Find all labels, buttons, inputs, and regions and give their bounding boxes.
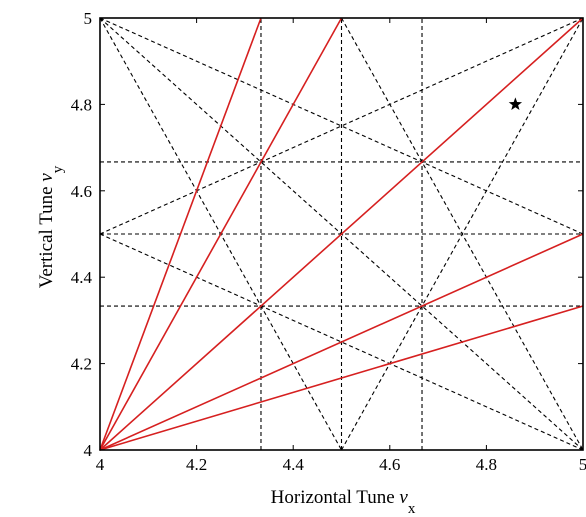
x-tick-label-1: 4.2 <box>186 455 207 474</box>
x-tick-label-0: 4 <box>96 455 105 474</box>
y-tick-label-1: 4.2 <box>71 355 92 374</box>
x-axis-label-text: Horizontal Tune <box>271 487 400 508</box>
x-tick-label-2: 4.4 <box>283 455 305 474</box>
y-axis-label-subscript: y <box>50 165 66 173</box>
x-tick-label-5: 5 <box>579 455 586 474</box>
y-axis-label-text: Vertical Tune <box>36 182 57 289</box>
resonance-line-solid-2 <box>99 17 584 451</box>
y-tick-label-3: 4.6 <box>71 182 92 201</box>
y-axis-label: Vertical Tune νy <box>36 165 66 288</box>
y-axis-label-symbol: ν <box>36 173 57 182</box>
plot-frame <box>99 17 584 451</box>
resonance-line-solid-0 <box>99 17 262 451</box>
y-tick-label-2: 4.4 <box>71 268 93 287</box>
resonance-line-dashed-12 <box>341 17 584 451</box>
star-marker-0 <box>508 97 523 111</box>
resonance-line-solid-4 <box>99 305 584 451</box>
resonance-line-solid-1 <box>99 17 343 451</box>
x-axis-label-symbol: ν <box>399 487 408 508</box>
x-tick-label-4: 4.8 <box>476 455 497 474</box>
plot-area <box>99 17 584 451</box>
y-tick-label-0: 4 <box>84 441 93 460</box>
y-tick-label-4: 4.8 <box>71 95 92 114</box>
resonance-line-solid-3 <box>99 233 584 451</box>
axes: 4 4.2 4.4 4.6 4.8 5 4 4.2 4.4 4.6 4.8 5 <box>71 9 586 474</box>
x-axis-label-subscript: x <box>408 501 416 517</box>
x-tick-label-3: 4.6 <box>379 455 400 474</box>
x-axis-label: Horizontal Tune νx <box>271 487 416 517</box>
y-tick-label-5: 5 <box>84 9 93 28</box>
